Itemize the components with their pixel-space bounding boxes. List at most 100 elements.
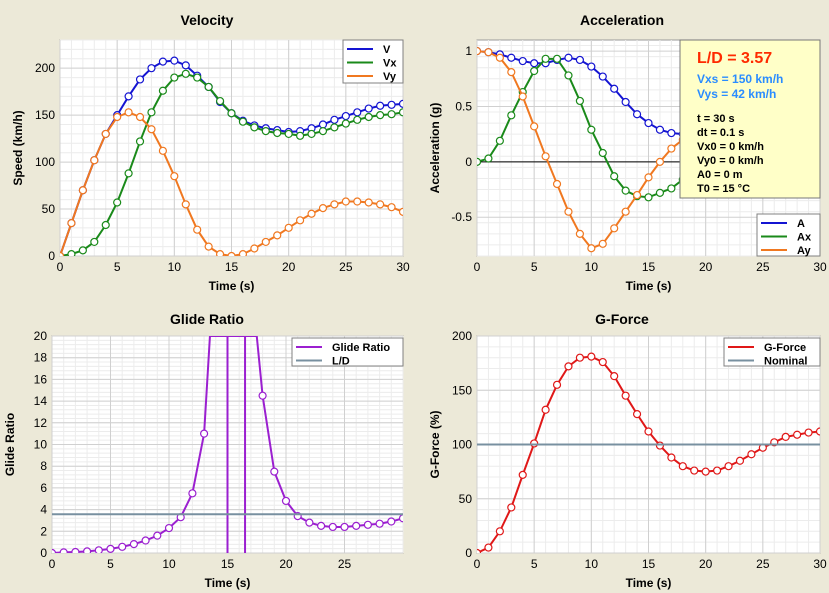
x-tick-label: 20 xyxy=(282,260,296,274)
x-tick-label: 25 xyxy=(338,557,352,571)
vxs-value: Vxs = 150 km/h xyxy=(697,72,783,86)
data-point xyxy=(376,111,385,120)
data-point xyxy=(317,521,326,530)
data-point xyxy=(284,223,293,232)
data-point xyxy=(90,156,99,165)
chart-title: Velocity xyxy=(181,12,234,28)
x-tick-label: 5 xyxy=(531,260,538,274)
data-point xyxy=(170,56,179,65)
data-point xyxy=(667,184,676,193)
data-point xyxy=(375,519,384,528)
data-point xyxy=(575,96,585,106)
data-point xyxy=(587,352,596,361)
data-point xyxy=(340,522,349,532)
data-point xyxy=(507,68,516,77)
chart-2: Glide Ratio 0 5 10 15 20 25 0 2 4 6 8 10 12 14 16 18 20 Ti… xyxy=(3,311,404,590)
data-point xyxy=(318,120,328,129)
data-point xyxy=(113,112,122,122)
data-point xyxy=(621,97,630,107)
data-point xyxy=(518,92,527,101)
x-tick-label: 25 xyxy=(339,260,353,274)
data-point xyxy=(724,462,733,471)
y-tick-label: 150 xyxy=(35,108,55,122)
data-point xyxy=(124,169,133,178)
data-point xyxy=(83,547,92,553)
data-point xyxy=(387,517,396,526)
data-point xyxy=(353,197,362,206)
data-point xyxy=(238,117,248,126)
data-point xyxy=(181,61,190,70)
data-point xyxy=(188,489,197,498)
data-point xyxy=(90,237,99,247)
data-point xyxy=(747,450,756,459)
data-point xyxy=(261,237,270,247)
data-point xyxy=(575,55,585,65)
data-point xyxy=(52,548,57,553)
data-point xyxy=(632,110,642,119)
data-point xyxy=(341,119,350,128)
x-tick-label: 10 xyxy=(585,557,599,571)
data-point xyxy=(398,108,403,117)
data-point xyxy=(153,531,162,540)
y-tick-label: 0 xyxy=(48,249,55,263)
data-point xyxy=(364,104,373,113)
data-point xyxy=(307,209,316,218)
data-point xyxy=(113,198,122,207)
chart-title: Glide Ratio xyxy=(170,311,244,327)
x-tick-label: 15 xyxy=(642,557,656,571)
data-point xyxy=(575,229,585,238)
y-tick-label: 12 xyxy=(34,416,48,430)
data-point xyxy=(495,53,504,62)
data-point xyxy=(330,115,339,124)
data-point xyxy=(598,357,607,367)
data-point xyxy=(690,466,699,475)
x-tick-label: 20 xyxy=(279,557,293,571)
data-point xyxy=(215,250,225,256)
series-group xyxy=(477,352,820,553)
data-point xyxy=(610,224,619,233)
y-tick-label: 8 xyxy=(40,459,47,473)
legend-label: Nominal xyxy=(764,356,807,368)
data-point xyxy=(106,544,115,553)
data-point xyxy=(147,64,156,73)
data-point xyxy=(655,157,665,166)
x-tick-label: 25 xyxy=(756,557,770,571)
data-point xyxy=(284,129,293,139)
data-point xyxy=(250,244,259,253)
data-point xyxy=(507,503,516,512)
x-tick-label: 5 xyxy=(114,260,121,274)
series-group xyxy=(60,56,403,256)
data-point xyxy=(170,73,179,82)
data-point xyxy=(78,186,87,195)
legend-label: Ay xyxy=(797,245,812,257)
y-tick-label: 200 xyxy=(35,61,55,75)
x-tick-label: 10 xyxy=(168,260,182,274)
data-point xyxy=(398,99,403,108)
y-tick-label: 0 xyxy=(465,546,472,560)
data-point xyxy=(376,101,385,110)
data-point xyxy=(118,542,127,551)
y-tick-label: 0 xyxy=(40,546,47,560)
data-point xyxy=(655,125,665,134)
y-tick-label: 0 xyxy=(465,155,472,169)
data-point xyxy=(552,380,562,389)
data-point xyxy=(135,137,145,146)
data-point xyxy=(215,96,225,106)
data-point xyxy=(610,84,619,93)
info-line: T0 = 15 °C xyxy=(697,183,750,195)
data-point xyxy=(376,200,385,209)
data-point xyxy=(318,204,328,213)
data-point xyxy=(71,547,80,553)
data-point xyxy=(530,439,539,448)
legend-label: L/D xyxy=(332,356,350,368)
x-tick-label: 5 xyxy=(107,557,114,571)
info-line: Vx0 = 0 km/h xyxy=(697,141,764,153)
legend-label: V xyxy=(383,44,391,56)
data-point xyxy=(363,520,372,529)
data-point xyxy=(518,470,527,479)
data-point xyxy=(307,129,316,139)
y-tick-label: 0.5 xyxy=(455,99,472,113)
data-point xyxy=(398,514,403,523)
data-point xyxy=(495,527,504,536)
